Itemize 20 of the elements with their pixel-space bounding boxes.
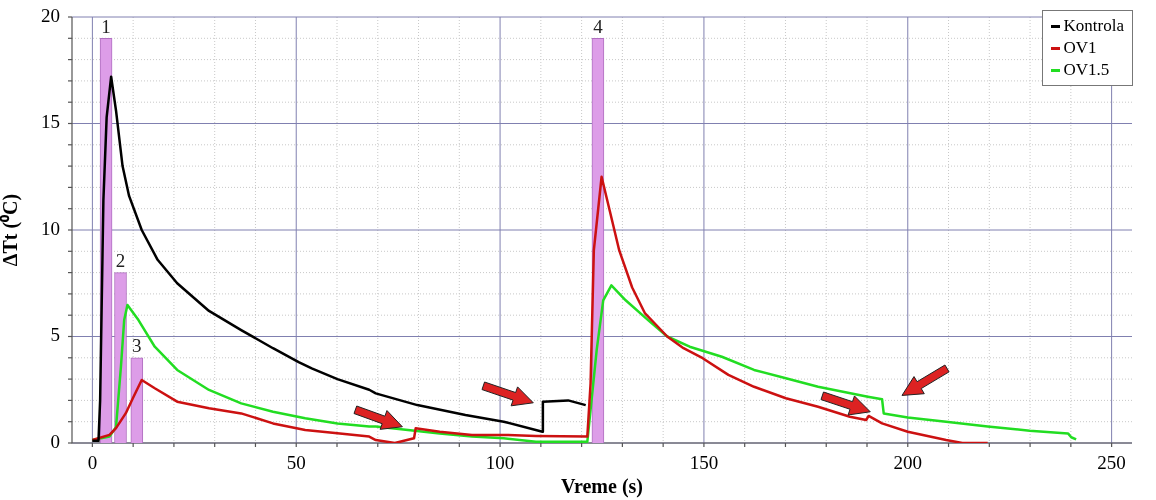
y-tick-label: 0 bbox=[50, 430, 60, 452]
x-axis-title: Vreme (s) bbox=[561, 475, 643, 499]
x-tick-label: 100 bbox=[485, 452, 515, 474]
y-axis-title: ΔTt (⁰C) bbox=[0, 193, 23, 267]
annotation: 1 bbox=[101, 15, 111, 37]
annotation: 4 bbox=[593, 15, 604, 37]
y-tick-label: 20 bbox=[41, 4, 60, 26]
y-tick-label: 10 bbox=[41, 217, 60, 239]
annotation: 3 bbox=[132, 335, 142, 357]
y-tick-label: 15 bbox=[41, 111, 60, 133]
legend-label: Kontrola bbox=[1063, 16, 1124, 36]
legend-label: OV1 bbox=[1063, 38, 1097, 58]
x-tick-label: 200 bbox=[893, 452, 923, 474]
annotation: 2 bbox=[115, 250, 126, 272]
x-tick-label: 50 bbox=[286, 452, 306, 474]
x-tick-label: 0 bbox=[87, 452, 98, 474]
x-tick-label: 150 bbox=[689, 452, 719, 474]
legend-label: OV1.5 bbox=[1063, 60, 1110, 80]
y-tick-label: 5 bbox=[50, 324, 60, 346]
x-tick-label: 250 bbox=[1097, 452, 1126, 474]
